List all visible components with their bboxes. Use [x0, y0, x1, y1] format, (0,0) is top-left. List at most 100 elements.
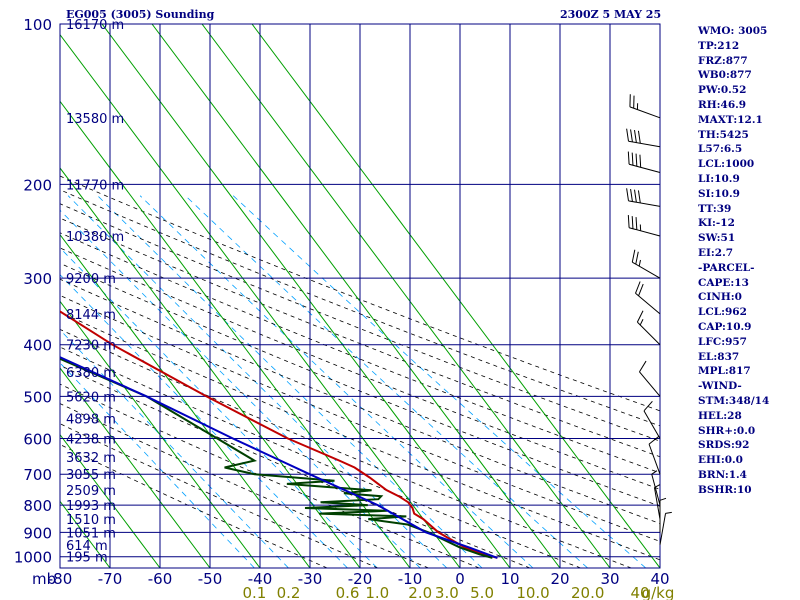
index-row: RH:46.9	[698, 98, 747, 111]
wind-barb-half-flag	[654, 484, 661, 489]
index-row: TP:212	[698, 39, 740, 52]
wind-barb-flag	[639, 154, 642, 168]
index-row: SI:10.9	[698, 187, 740, 200]
index-row: TH:5425	[698, 128, 749, 141]
dry-adiabat-line	[60, 364, 531, 568]
isotherm-line	[201, 24, 611, 568]
wind-barb-flag	[636, 310, 644, 323]
isotherm-line	[101, 24, 511, 568]
height-label: 5620 m	[66, 390, 116, 405]
index-row: EI:2.7	[698, 246, 734, 259]
isotherm-line	[151, 24, 561, 568]
index-row: WMO: 3005	[698, 25, 768, 37]
index-row: CAP:10.9	[698, 320, 752, 333]
mixing-ratio-label: 10.0	[516, 584, 549, 600]
chart-title: EG005 (3005) Sounding	[66, 8, 215, 21]
wind-barb-shaft	[648, 443, 661, 475]
wind-barb-shaft	[635, 292, 661, 315]
wind-barb-flag	[630, 188, 633, 202]
mixing-ratio-line	[67, 195, 448, 568]
pressure-tick-label: 100	[23, 16, 52, 34]
height-label: 4898 m	[66, 412, 116, 427]
index-row: STM:348/14	[698, 394, 770, 407]
dry-adiabat-line	[60, 175, 660, 412]
wind-barb-shaft	[628, 227, 661, 237]
temperature-axis-title: mb	[32, 570, 56, 588]
wind-barb-shaft	[653, 487, 661, 520]
wind-barb	[631, 249, 661, 279]
temperature-tick-label: -60	[148, 570, 173, 588]
temperature-tick-label: 20	[550, 570, 569, 588]
wind-barb-flag	[627, 151, 630, 165]
mixing-ratio-label: 3.0	[435, 584, 459, 600]
index-row: EL:837	[698, 350, 740, 363]
mixing-ratio-line	[185, 195, 588, 568]
height-label: 614 m	[66, 539, 108, 554]
temperature-trace	[60, 310, 498, 559]
height-label: 1993 m	[66, 499, 116, 514]
mixing-ratio-line	[232, 195, 647, 568]
index-row: WB0:877	[698, 69, 752, 82]
temperature-tick-label: 40	[650, 570, 669, 588]
mixing-ratio-label: 0.6	[336, 584, 360, 600]
wind-barbs	[626, 94, 672, 545]
temperature-tick-label: -10	[398, 570, 423, 588]
height-label: 10380 m	[66, 230, 124, 245]
pressure-tick-label: 400	[23, 337, 52, 355]
mixing-ratio-line	[60, 274, 348, 568]
pressure-tick-label: 500	[23, 388, 52, 406]
dry-adiabat-line	[60, 383, 480, 568]
temperature-tick-label: -50	[198, 570, 223, 588]
mixing-ratio-label: 2.0	[408, 584, 432, 600]
mixing-ratio-line	[60, 362, 255, 568]
wind-barb-flag	[627, 215, 630, 228]
wind-barb	[648, 435, 661, 475]
wind-barb	[635, 281, 661, 315]
dry-adiabat-line	[60, 189, 660, 427]
index-row: SHR+:0.0	[698, 424, 756, 437]
wind-barb	[626, 128, 661, 148]
wind-barb-flag	[638, 283, 644, 297]
wind-barb-shaft	[659, 513, 667, 545]
height-label: 1051 m	[66, 526, 116, 541]
mixing-ratio-label: 0.1	[243, 584, 267, 600]
dry-adiabat-line	[60, 262, 660, 507]
mixing-ratio-line	[60, 209, 421, 568]
index-row: LCL:962	[698, 306, 747, 319]
pressure-tick-label: 1000	[14, 549, 52, 567]
wind-barb	[626, 188, 661, 207]
wind-barb-flag	[626, 128, 629, 142]
index-row: BRN:1.4	[698, 468, 747, 481]
temperature-tick-label: 30	[600, 570, 619, 588]
wind-barb-shaft	[628, 163, 661, 173]
height-label: 11770 m	[66, 178, 124, 193]
wind-barb-flag	[635, 217, 638, 230]
height-label: 3055 m	[66, 468, 116, 483]
chart-timestamp: 2300Z 5 MAY 25	[560, 8, 662, 21]
height-label: 13580 m	[66, 112, 124, 127]
wind-barb-flag	[635, 153, 638, 167]
isotherm-line	[60, 433, 161, 568]
isotherm-line	[60, 100, 411, 568]
index-row: LCL:1000	[698, 158, 755, 171]
pressure-tick-label: 600	[23, 431, 52, 449]
wind-barb-flag	[635, 251, 639, 265]
height-label: 195 m	[66, 551, 108, 566]
wind-barb-flag	[630, 129, 633, 142]
temperature-tick-label: -70	[98, 570, 123, 588]
dry-adiabat-line	[60, 232, 660, 474]
wind-barb-half-flag	[638, 259, 641, 267]
dry-adiabat-line	[60, 247, 660, 490]
wind-barb	[659, 511, 672, 545]
index-row: LI:10.9	[698, 172, 740, 185]
temperature-tick-label: -40	[248, 570, 273, 588]
grid-lines	[59, 23, 661, 569]
height-label: 6380 m	[66, 366, 116, 381]
wind-barb	[651, 470, 661, 506]
wind-barb-flag	[634, 130, 637, 143]
wind-barb-shaft	[639, 371, 661, 397]
index-row: L57:6.5	[698, 143, 743, 156]
wind-barb-flag	[626, 188, 629, 201]
indices-panel: WMO: 3005 TP:212 FRZ:877 WB0:877 PW:0.52 RH:4…	[698, 24, 798, 498]
